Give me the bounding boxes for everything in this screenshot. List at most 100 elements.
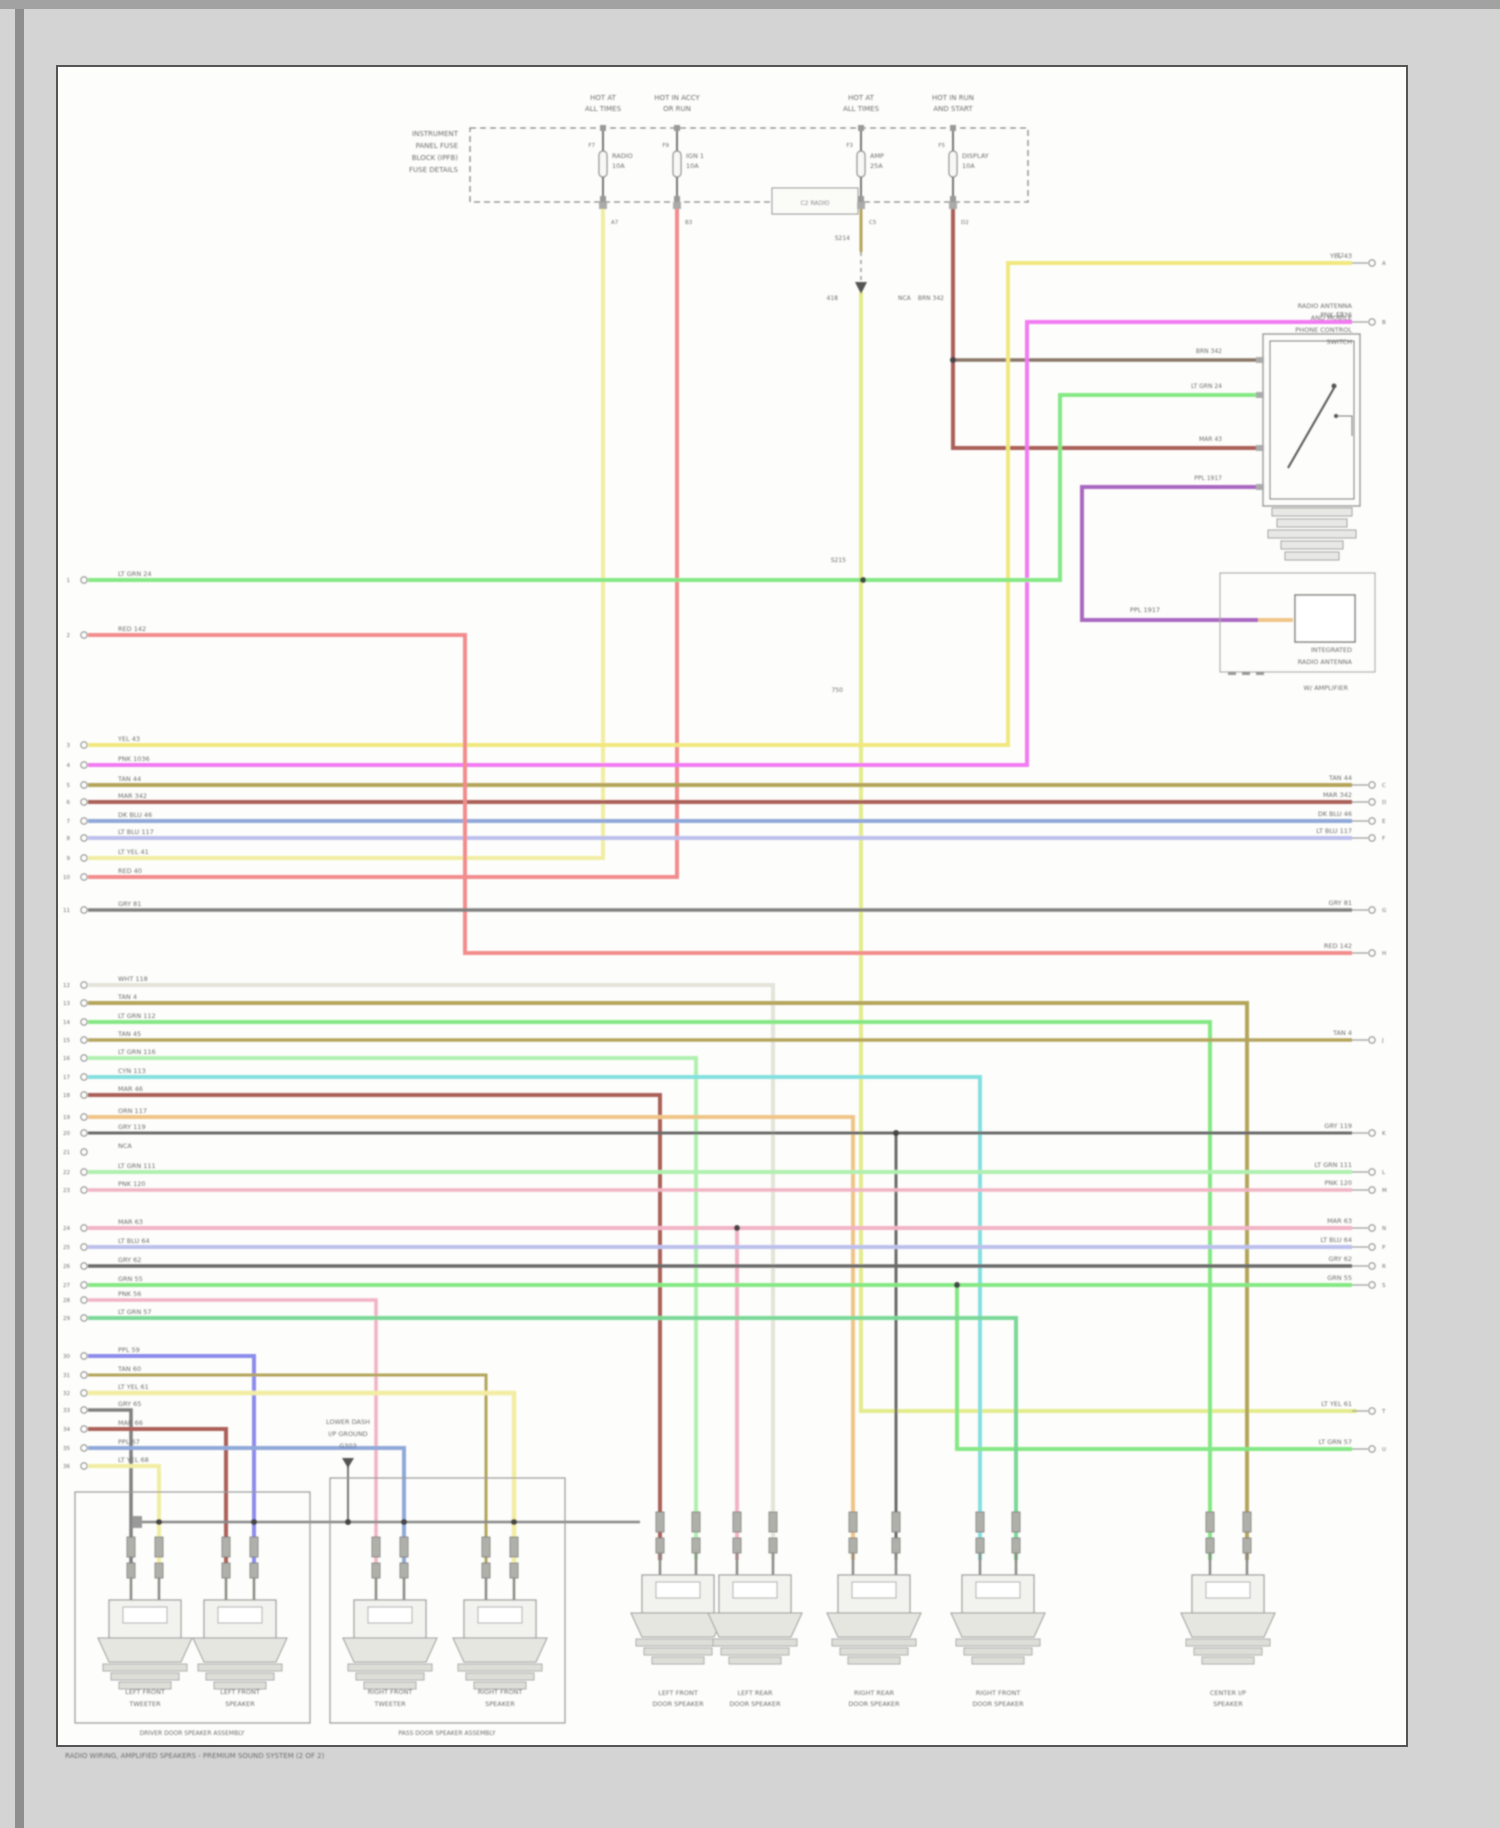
wire-code-label: PNK 1036 <box>118 755 150 763</box>
module-terminal <box>1256 445 1264 451</box>
pin-number: 20 <box>63 1131 70 1137</box>
wire-code-label: LT YEL 61 <box>1321 1400 1352 1408</box>
inline-connector <box>975 1537 985 1554</box>
inline-connector <box>399 1536 409 1558</box>
speaker-base <box>712 1638 798 1647</box>
wire-code-label: DK BLU 46 <box>118 811 152 819</box>
speaker-base <box>102 1663 188 1672</box>
module1-label: AND MOBILE <box>1311 314 1352 322</box>
left-pin <box>80 798 88 806</box>
left-gutter <box>15 9 24 1828</box>
drop-code: D2 <box>961 220 969 226</box>
switch-module-inner-box <box>1269 340 1355 500</box>
pin-letter: U <box>1382 1447 1386 1453</box>
pin-number: 33 <box>63 1408 70 1414</box>
fuse-name: 10A <box>612 162 625 170</box>
left-pin <box>80 1148 88 1156</box>
right-pin <box>1368 1186 1376 1194</box>
fuse-name: 10A <box>686 162 699 170</box>
wire-code-label: PPL 67 <box>118 1438 140 1446</box>
pin-letter: S <box>1382 1283 1386 1289</box>
left-pin <box>80 1296 88 1304</box>
speaker-cone-icon <box>97 1637 193 1663</box>
wire-code-label: TAN 44 <box>1328 774 1352 782</box>
right-pin <box>1368 1243 1376 1251</box>
speaker-label: RIGHT FRONT <box>976 1689 1021 1697</box>
pin-number: 19 <box>63 1115 70 1121</box>
fuse-block-connector-box <box>771 187 859 215</box>
wire-code-label: GRY 81 <box>118 900 141 908</box>
inline-connector <box>975 1511 985 1533</box>
wire-code-label: LT GRN 111 <box>1314 1161 1352 1169</box>
hot-label: ALL TIMES <box>585 105 622 113</box>
speaker-label: DOOR SPEAKER <box>848 1700 900 1708</box>
right-pin <box>1368 834 1376 842</box>
left-pin <box>80 1073 88 1081</box>
wire <box>88 1390 517 1565</box>
wire-code-label: TAN 4 <box>117 993 137 1001</box>
tick <box>1242 672 1250 675</box>
wire <box>859 292 1357 1413</box>
hot-label: HOT IN RUN <box>932 94 974 102</box>
pin-number: 22 <box>63 1170 70 1176</box>
inline-connector <box>126 1536 136 1558</box>
wire <box>88 393 1263 582</box>
speaker-label: TWEETER <box>373 1700 406 1708</box>
speaker-assembly-box <box>74 1491 311 1724</box>
connector-stack <box>1276 518 1348 528</box>
wire-code-label: RED 40 <box>118 867 142 875</box>
hot-label: AND START <box>933 105 973 113</box>
speaker-body-inner <box>367 1606 413 1624</box>
left-pin <box>80 1224 88 1232</box>
wire-code-label: PNK 120 <box>118 1180 146 1188</box>
wire-code-label: RED 142 <box>1324 942 1352 950</box>
left-pin <box>80 834 88 842</box>
footer-caption: RADIO WIRING, AMPLIFIED SPEAKERS - PREMI… <box>65 1752 325 1760</box>
wire <box>88 1001 1249 1560</box>
pin-letter: B <box>1382 320 1386 326</box>
splice-label: 750 <box>832 687 844 694</box>
module1-label: PHONE CONTROL <box>1295 326 1352 334</box>
fuse-terminal <box>674 125 680 131</box>
inline-connector <box>221 1536 231 1558</box>
speaker-cone-icon <box>707 1612 803 1638</box>
arrow-marker <box>855 282 867 294</box>
pin-number: 31 <box>63 1373 70 1379</box>
connector-stack <box>1284 551 1340 561</box>
inline-connector <box>732 1511 742 1533</box>
speaker-body-inner <box>655 1581 701 1599</box>
inline-connector <box>249 1536 259 1558</box>
speaker-base <box>643 1647 713 1656</box>
left-pin <box>80 1314 88 1322</box>
pin-number: 26 <box>63 1264 70 1270</box>
splice-label: BRN 342 <box>918 295 944 302</box>
pin-letter: J <box>1381 1038 1384 1044</box>
pin-number: 14 <box>63 1020 70 1026</box>
wire-code-label: LT YEL 61 <box>118 1383 149 1391</box>
switch-contact <box>1331 383 1337 389</box>
fuse-terminal <box>950 125 956 131</box>
fuse-code: F7 <box>588 143 595 149</box>
speaker-cone-icon <box>192 1637 288 1663</box>
inline-connector <box>509 1562 519 1579</box>
inline-connector <box>249 1562 259 1579</box>
speaker-base <box>635 1638 721 1647</box>
inline-connector <box>126 1562 136 1579</box>
wire-code-label: GRY 62 <box>118 1256 141 1264</box>
antenna-module-box <box>1219 572 1376 673</box>
right-pin <box>1368 1224 1376 1232</box>
pin-number: 36 <box>63 1464 70 1470</box>
pin-letter: C <box>1382 783 1386 789</box>
left-pin <box>80 576 88 584</box>
module-terminal <box>1256 392 1264 398</box>
pin-number: 23 <box>63 1188 70 1194</box>
module2-label: PPL 1917 <box>1130 606 1160 614</box>
wire <box>88 983 775 1560</box>
left-pin <box>80 854 88 862</box>
pin-letter: D <box>1382 800 1386 806</box>
speaker-base <box>963 1647 1033 1656</box>
wire-code-label: LT BLU 64 <box>118 1237 150 1245</box>
wire-code-label: PNK 1036 <box>1320 311 1352 319</box>
